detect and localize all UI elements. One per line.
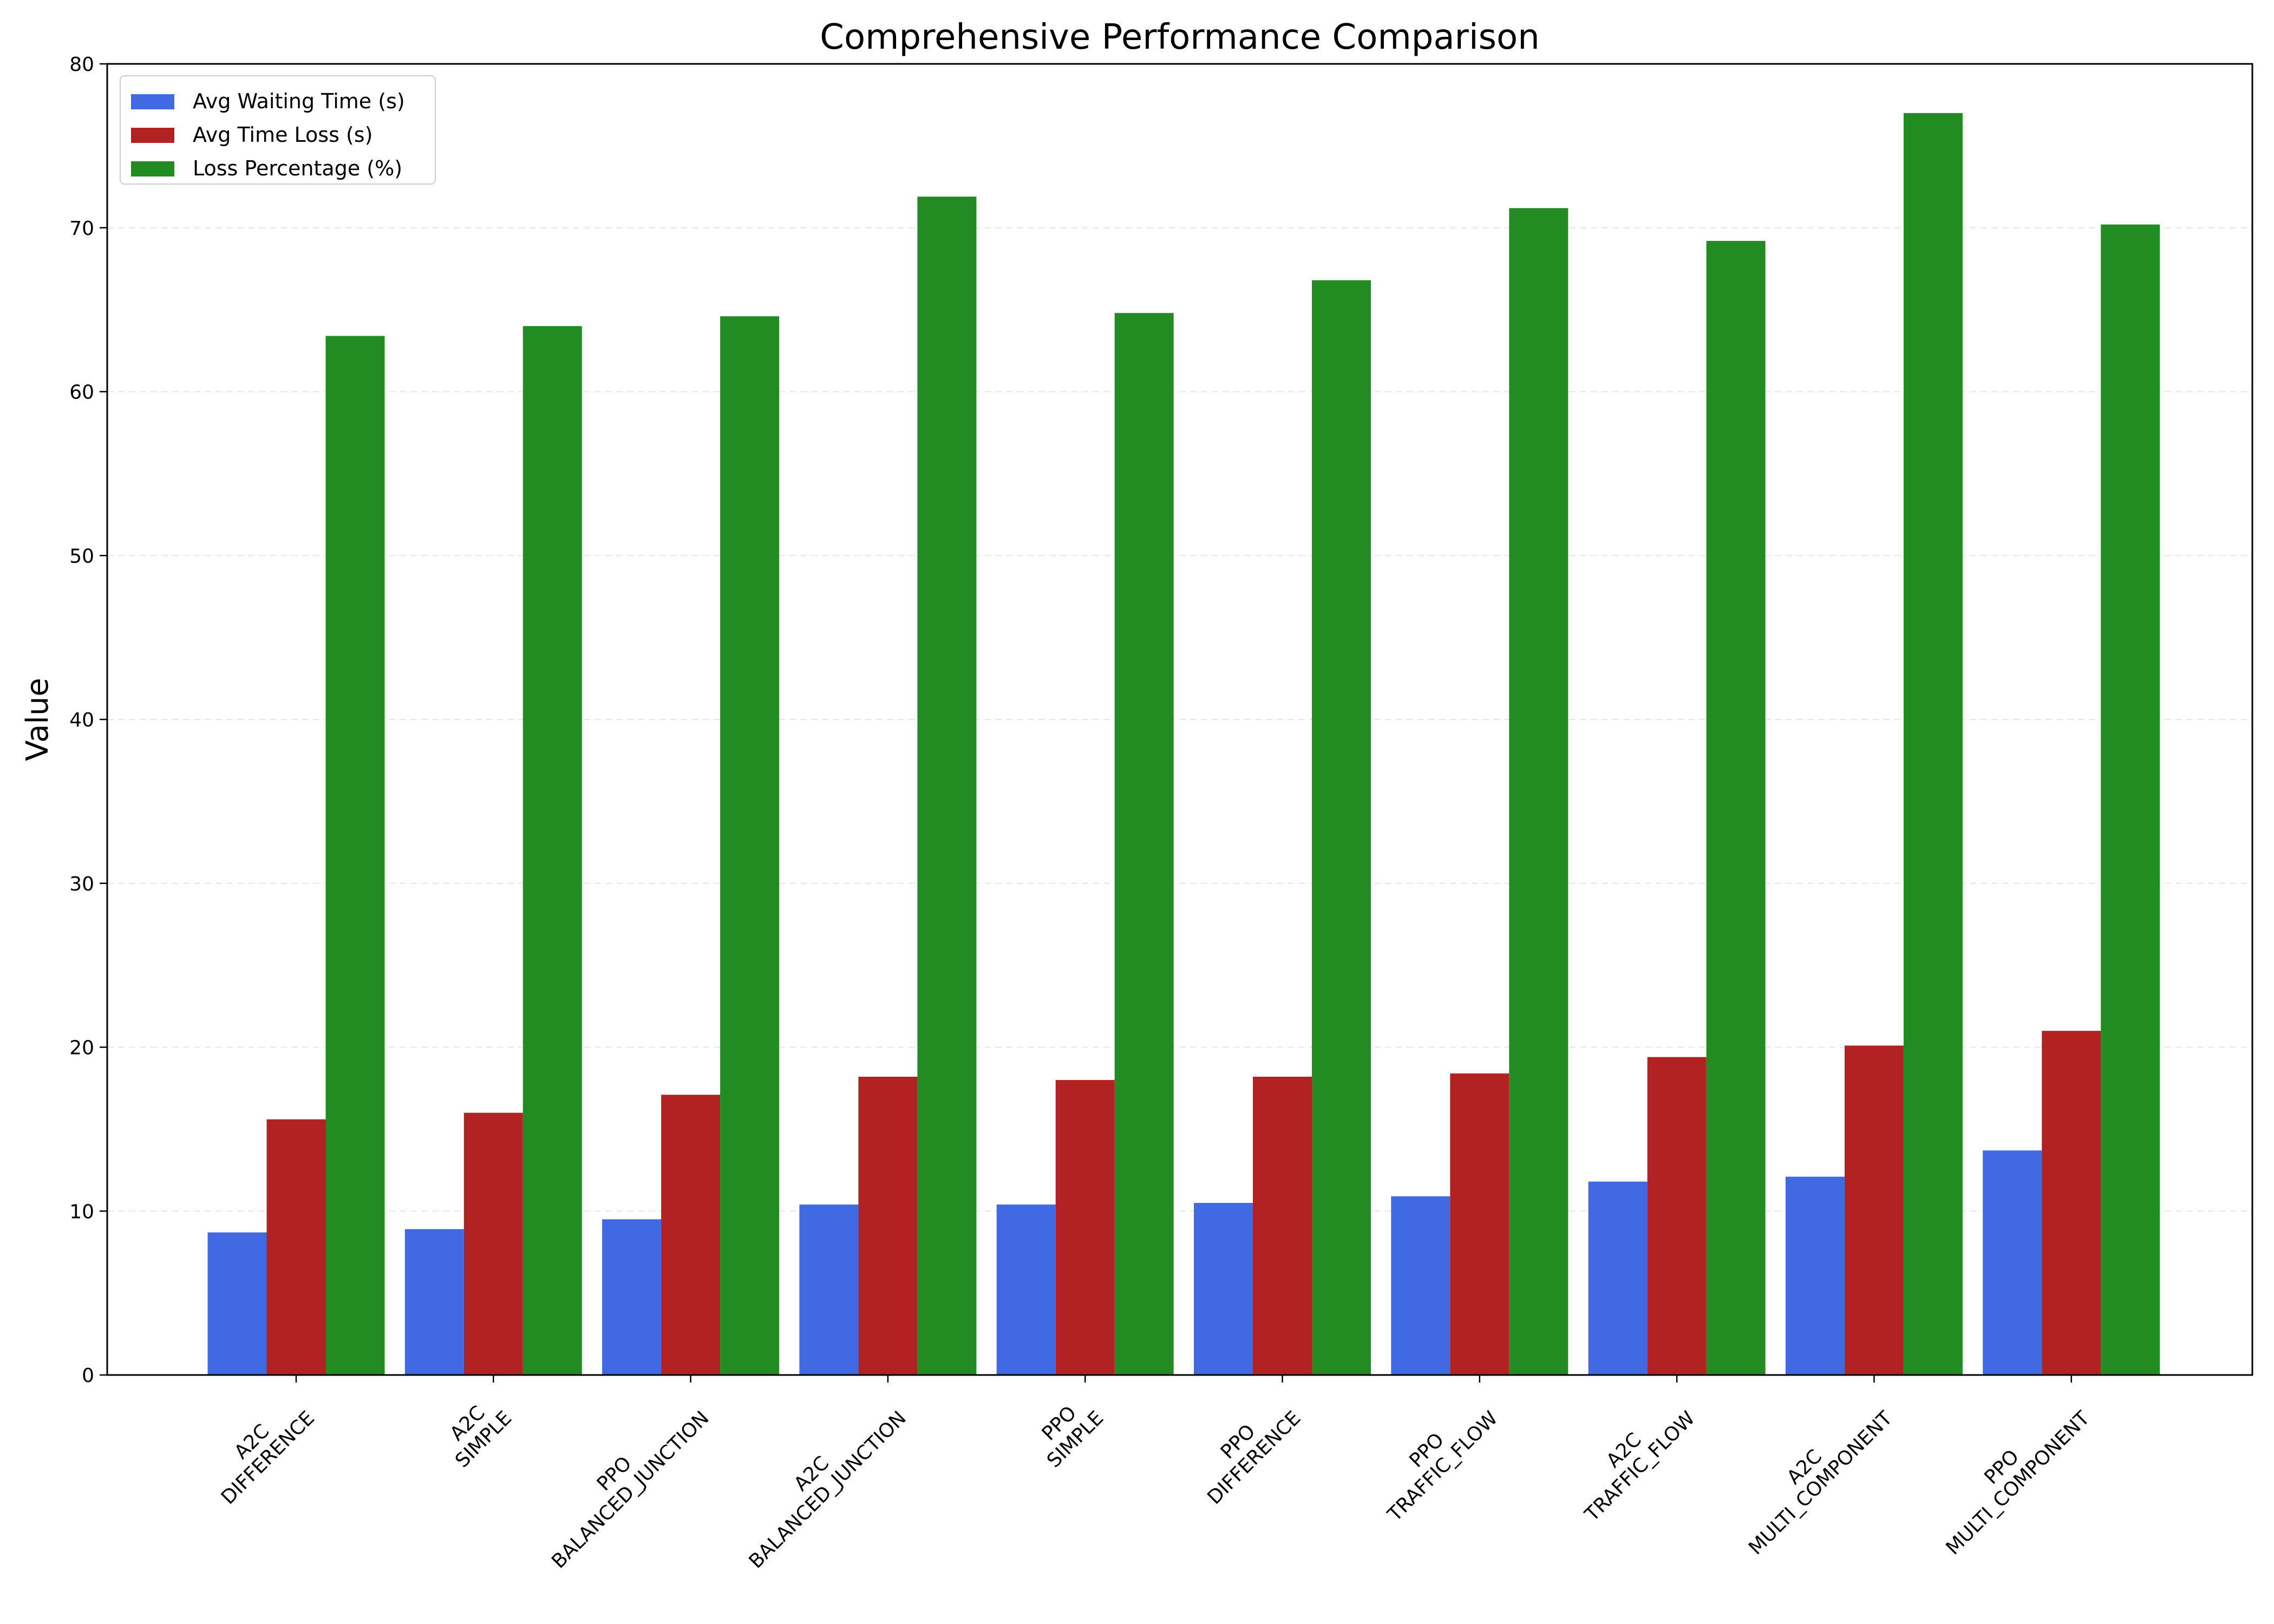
y-tick-label: 30 <box>69 873 94 895</box>
bar-loss-percentage <box>2101 224 2160 1375</box>
bar-avg-time-loss <box>858 1076 918 1375</box>
x-tick-label: PPOSIMPLE <box>1027 1391 1108 1472</box>
x-tick-label: A2CBALANCED_JUNCTION <box>729 1391 911 1573</box>
bar-loss-percentage <box>720 316 780 1375</box>
y-tick-label: 10 <box>69 1201 94 1223</box>
bar-loss-percentage <box>1706 240 1766 1376</box>
x-tick-label-line: TRAFFIC_FLOW <box>1383 1407 1502 1526</box>
bar-avg-time-loss <box>1844 1045 1904 1375</box>
bar-avg-waiting-time <box>996 1204 1056 1375</box>
legend-swatch <box>131 128 174 143</box>
bar-loss-percentage <box>522 326 582 1375</box>
chart-title: Comprehensive Performance Comparison <box>820 17 1539 57</box>
y-axis: 0 10 20 30 40 50 60 70 80 <box>69 54 107 1387</box>
x-tick-label: PPODIFFERENCE <box>1187 1391 1305 1509</box>
bar-loss-percentage <box>1903 113 1963 1376</box>
bar-avg-waiting-time <box>799 1204 859 1375</box>
y-tick-label: 80 <box>69 54 94 76</box>
bar-loss-percentage <box>325 336 385 1376</box>
bar-avg-time-loss <box>661 1095 721 1375</box>
bars-layer <box>207 113 2160 1376</box>
x-tick-label: A2CTRAFFIC_FLOW <box>1564 1391 1699 1526</box>
y-tick-label: 50 <box>69 545 94 567</box>
legend-label: Avg Time Loss (s) <box>193 123 373 147</box>
x-tick-label: PPOBALANCED_JUNCTION <box>532 1391 714 1573</box>
bar-avg-time-loss <box>1253 1076 1312 1375</box>
bar-avg-waiting-time <box>1983 1150 2042 1375</box>
legend: Avg Waiting Time (s) Avg Time Loss (s) Los… <box>120 75 436 185</box>
bar-avg-time-loss <box>266 1119 326 1375</box>
x-axis: A2CDIFFERENCE A2CSIMPLEPPOBALANCED_JUNCTI… <box>201 1375 2094 1573</box>
bar-avg-time-loss <box>463 1112 523 1375</box>
y-tick-label: 20 <box>69 1037 94 1059</box>
x-tick-label: A2CMULTI_COMPONENT <box>1728 1391 1897 1559</box>
x-tick-label: PPOTRAFFIC_FLOW <box>1367 1391 1502 1526</box>
bar-avg-time-loss <box>2042 1031 2101 1375</box>
y-tick-label: 70 <box>69 218 94 240</box>
bar-avg-time-loss <box>1055 1080 1115 1375</box>
y-tick-label: 60 <box>69 382 94 404</box>
x-tick-label: A2CSIMPLE <box>435 1391 516 1472</box>
x-tick-label-line: BALANCED_JUNCTION <box>547 1407 713 1573</box>
bar-avg-time-loss <box>1647 1057 1707 1375</box>
bar-loss-percentage <box>1312 280 1371 1375</box>
x-tick-label-line: DIFFERENCE <box>217 1407 319 1509</box>
legend-label: Loss Percentage (%) <box>193 156 402 180</box>
x-tick-label-line: DIFFERENCE <box>1203 1407 1305 1509</box>
x-tick-label-line: TRAFFIC_FLOW <box>1580 1407 1700 1526</box>
bar-avg-waiting-time <box>404 1229 464 1375</box>
legend-box <box>120 75 436 185</box>
bar-loss-percentage <box>1114 313 1174 1376</box>
bar-avg-time-loss <box>1450 1073 1510 1375</box>
y-tick-label: 40 <box>69 709 94 731</box>
bar-avg-waiting-time <box>1194 1203 1253 1375</box>
bar-avg-waiting-time <box>1391 1196 1450 1375</box>
y-axis-label: Value <box>20 678 55 761</box>
x-tick-label: A2CDIFFERENCE <box>201 1391 319 1509</box>
bar-loss-percentage <box>1509 208 1569 1376</box>
grid-layer <box>107 63 2252 1212</box>
bar-avg-waiting-time <box>1785 1176 1845 1375</box>
bar-loss-percentage <box>917 197 977 1375</box>
legend-swatch <box>131 94 174 109</box>
legend-label: Avg Waiting Time (s) <box>193 89 405 113</box>
bar-avg-waiting-time <box>602 1219 662 1375</box>
bar-avg-waiting-time <box>207 1232 267 1375</box>
legend-swatch <box>131 161 174 176</box>
x-tick-label-line: MULTI_COMPONENT <box>1942 1407 2094 1560</box>
y-tick-label: 0 <box>82 1365 94 1387</box>
x-tick-label-line: BALANCED_JUNCTION <box>745 1407 911 1573</box>
bar-avg-waiting-time <box>1588 1181 1648 1375</box>
x-tick-label: PPOMULTI_COMPONENT <box>1926 1391 2094 1559</box>
x-tick-label-line: MULTI_COMPONENT <box>1744 1407 1897 1560</box>
